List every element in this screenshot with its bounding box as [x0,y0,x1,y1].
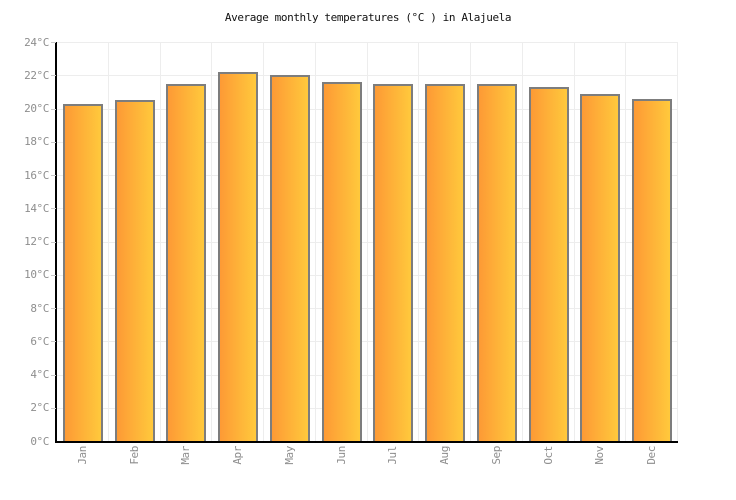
chart-title: Average monthly temperatures (°C ) in Al… [224,11,512,24]
bar-jan [62,103,103,441]
y-tick-label: 4°C [30,368,49,381]
y-tick-mark [51,341,56,343]
y-tick-label: 20°C [24,102,49,115]
y-tick-mark [51,208,56,210]
y-tick-label: 2°C [30,401,49,415]
bar-nov [580,93,621,441]
vertical-gridline [211,42,213,441]
horizontal-gridline [57,374,678,376]
plot-area [55,42,678,443]
y-tick-label: 8°C [30,301,49,315]
horizontal-gridline [57,175,678,176]
y-tick-mark [51,108,56,110]
y-tick-label: 14°C [24,201,49,215]
vertical-gridline [366,42,368,441]
horizontal-gridline [57,42,678,43]
bar-mar [166,83,207,441]
y-tick-label: 10°C [24,268,49,282]
y-tick-label: 0°C [30,434,49,448]
y-tick-label: 24°C [24,35,49,49]
y-axis-line [55,42,57,443]
vertical-gridline [159,42,161,441]
bar-jun [321,81,362,441]
y-tick-mark [51,407,56,409]
bar-sep [476,83,517,441]
x-tick-label-feb: Feb [127,446,141,465]
bar-aug [425,83,466,441]
vertical-gridline [573,42,575,441]
bar-may [269,75,310,441]
vertical-gridline [625,42,627,441]
y-tick-label: 22°C [24,68,49,82]
horizontal-gridline [57,75,678,77]
horizontal-gridline [57,241,678,243]
bar-dec [632,98,673,441]
y-tick-mark [51,308,56,309]
y-tick-mark [51,175,56,176]
y-tick-mark [51,42,56,43]
bar-oct [528,86,569,441]
horizontal-gridline [57,341,678,343]
bar-feb [114,100,155,441]
horizontal-gridline [57,274,678,276]
x-tick-label-oct: Oct [541,446,555,465]
vertical-gridline [677,42,678,441]
x-tick-label-nov: Nov [593,446,607,465]
vertical-gridline [521,42,523,441]
horizontal-gridline [57,407,678,409]
vertical-gridline [470,42,471,441]
x-tick-label-jul: Jul [386,446,400,465]
x-tick-label-jun: Jun [334,446,348,465]
x-tick-label-mar: Mar [179,446,193,465]
horizontal-gridline [57,308,678,309]
x-tick-label-sep: Sep [489,446,503,465]
y-tick-mark [51,75,56,77]
x-tick-label-apr: Apr [231,446,245,465]
x-tick-label-jan: Jan [75,446,89,465]
x-tick-label-may: May [282,446,296,465]
y-tick-mark [51,241,56,243]
horizontal-gridline [57,141,678,143]
x-tick-label-aug: Aug [438,446,452,465]
horizontal-gridline [57,208,678,210]
horizontal-gridline [57,108,678,110]
vertical-gridline [418,42,420,441]
y-tick-label: 12°C [24,235,49,248]
vertical-gridline [314,42,316,441]
y-tick-mark [51,374,56,376]
bar-apr [218,71,259,441]
x-tick-label-dec: Dec [645,446,659,465]
y-tick-label: 6°C [30,334,49,348]
vertical-gridline [107,42,109,441]
vertical-gridline [263,42,264,441]
y-tick-label: 16°C [24,168,49,182]
y-tick-label: 18°C [24,135,49,149]
bar-jul [373,83,414,441]
y-tick-mark [51,274,56,276]
y-tick-mark [51,141,56,143]
x-axis-line [55,441,678,443]
